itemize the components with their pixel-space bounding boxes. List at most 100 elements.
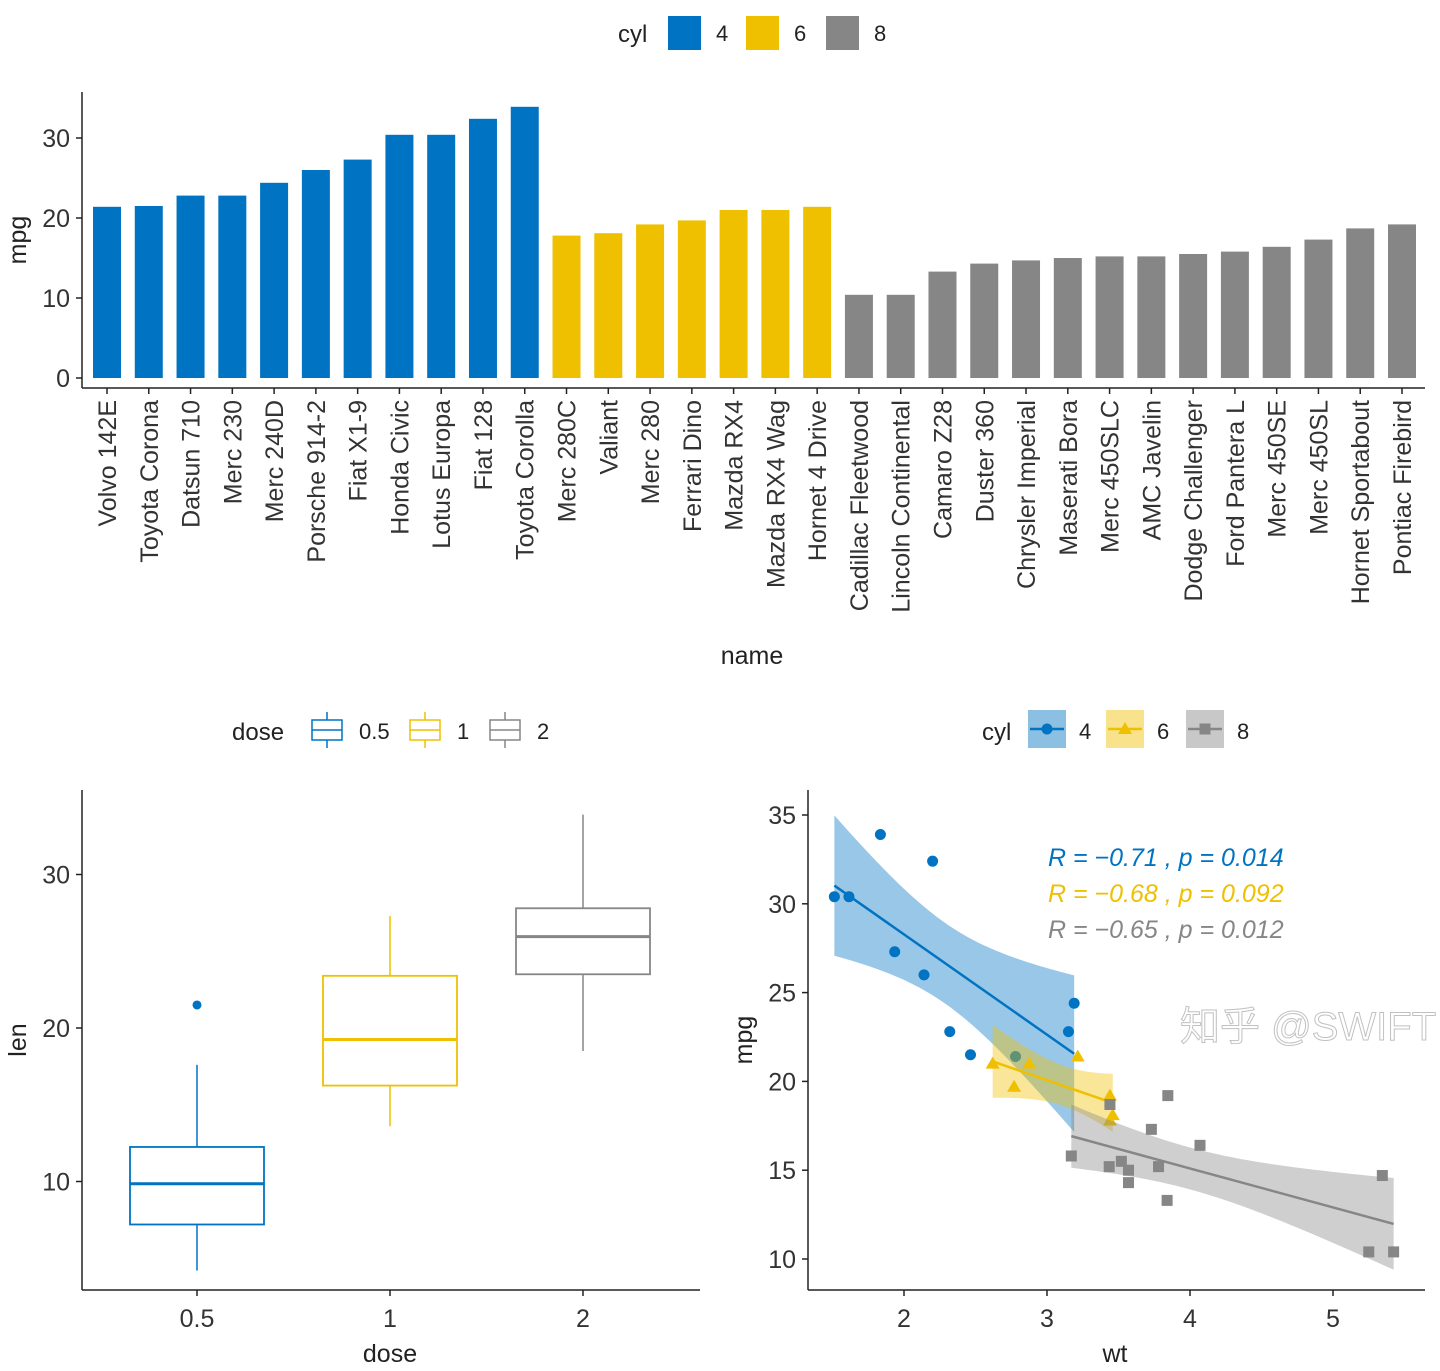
x-tick-label: 5: [1326, 1305, 1340, 1333]
box-group: [322, 915, 458, 1127]
bar: [1137, 256, 1166, 378]
bar: [928, 271, 957, 378]
x-tick-label: Cadillac Fleetwood: [846, 400, 874, 611]
data-point: [1376, 1170, 1388, 1182]
x-tick-label: Merc 280: [637, 400, 665, 504]
bar: [385, 134, 414, 378]
y-tick-label: 20: [42, 1015, 70, 1043]
x-axis-title: dose: [363, 1340, 417, 1368]
legend-key: [1106, 710, 1144, 748]
data-point: [1194, 1139, 1206, 1151]
correlation-annotation: R = −0.71 , p = 0.014: [1048, 844, 1284, 872]
series-group-cyl-8: [1065, 1090, 1400, 1270]
data-point: [964, 1049, 976, 1061]
y-tick-label: 30: [768, 891, 796, 919]
legend-label: 8: [874, 21, 886, 46]
x-tick-label: Fiat X1-9: [345, 400, 373, 501]
legend-label: 1: [457, 719, 469, 744]
data-point: [1062, 1026, 1074, 1038]
data-point: [889, 946, 901, 958]
legend-box-icon: [489, 712, 521, 748]
x-tick-label: Merc 450SL: [1305, 400, 1333, 535]
y-tick-label: 20: [768, 1068, 796, 1096]
legend-key: [1186, 710, 1224, 748]
legend-label: 2: [537, 719, 549, 744]
legend-label: 8: [1237, 719, 1249, 744]
x-tick-label: Mazda RX4: [721, 400, 749, 531]
legend-box-icon: [311, 712, 343, 748]
confidence-band: [992, 1025, 1113, 1132]
bar: [761, 210, 790, 378]
box: [322, 974, 458, 1087]
data-point: [1103, 1161, 1115, 1173]
data-point: [1010, 1051, 1022, 1063]
bar: [1262, 246, 1291, 378]
y-axis-title: mpg: [4, 216, 32, 265]
data-point: [1161, 1194, 1173, 1206]
x-tick-label: Fiat 128: [470, 400, 498, 490]
data-point: [1153, 1161, 1165, 1173]
scatter-chart: 10 15 20 25 30 35 2 3 4 5 R = −0.71 , p = 0.014 R =…: [730, 710, 1425, 1368]
data-point: [1123, 1177, 1135, 1189]
legend-marker: [1199, 723, 1211, 735]
x-tick-label: Hornet Sportabout: [1347, 400, 1375, 604]
data-point: [918, 969, 930, 981]
bar: [343, 159, 372, 378]
legend-key: [1028, 710, 1066, 748]
regression-line: [833, 884, 1075, 1055]
legend-marker: [1041, 723, 1053, 735]
bar: [677, 220, 706, 378]
y-tick-label: 30: [42, 125, 70, 153]
data-point: [1162, 1090, 1174, 1102]
bar: [510, 106, 539, 379]
bar: [301, 170, 330, 378]
x-tick-label: 1: [383, 1305, 397, 1333]
bar: [1053, 258, 1082, 378]
data-point: [1007, 1079, 1022, 1092]
x-tick-label: Valiant: [595, 400, 623, 475]
outlier-point: [192, 1000, 202, 1010]
bar: [636, 224, 665, 378]
legend-label: 6: [794, 21, 806, 46]
regression-line: [992, 1060, 1114, 1105]
bar-chart: 0 10 20 30 Volvo 142E Toyota Corona Datsun 710…: [4, 16, 1425, 670]
x-tick-label: Merc 450SE: [1264, 400, 1292, 538]
legend-label: 4: [716, 21, 728, 46]
bar: [1095, 256, 1124, 378]
data-point: [1104, 1098, 1116, 1110]
bar: [970, 263, 999, 378]
bar: [134, 206, 163, 378]
legend-label: 0.5: [359, 719, 390, 744]
x-tick-label: 3: [1040, 1305, 1054, 1333]
bar: [1388, 224, 1416, 378]
x-tick-label: Dodge Challenger: [1180, 400, 1208, 602]
bar: [719, 210, 748, 378]
y-tick-label: 10: [42, 1169, 70, 1197]
bar: [260, 182, 289, 378]
x-tick-label: Pontiac Firebird: [1389, 400, 1417, 575]
y-tick-label: 35: [768, 802, 796, 830]
x-tick-label: Ferrari Dino: [679, 400, 707, 532]
data-point: [874, 829, 886, 841]
data-point: [985, 1056, 1000, 1069]
data-point: [1388, 1246, 1400, 1258]
bar: [1346, 228, 1375, 378]
legend-swatch: [668, 16, 701, 50]
legend-title: dose: [232, 719, 284, 746]
data-point: [1123, 1164, 1135, 1176]
bar: [552, 235, 581, 378]
data-point: [828, 891, 840, 903]
correlation-annotation: R = −0.68 , p = 0.092: [1048, 880, 1284, 908]
x-tick-label: Honda Civic: [386, 400, 414, 535]
x-tick-label: Toyota Corona: [136, 400, 164, 563]
x-tick-label: Lincoln Continental: [888, 400, 916, 613]
y-axis-title: mpg: [730, 1016, 758, 1065]
x-tick-label: Chrysler Imperial: [1013, 400, 1041, 589]
x-tick-label: Maserati Bora: [1055, 400, 1083, 556]
bar: [803, 206, 832, 378]
box: [129, 1146, 265, 1226]
legend-title: cyl: [618, 21, 647, 48]
x-tick-label: Camaro Z28: [929, 400, 957, 539]
x-tick-label: 2: [897, 1305, 911, 1333]
